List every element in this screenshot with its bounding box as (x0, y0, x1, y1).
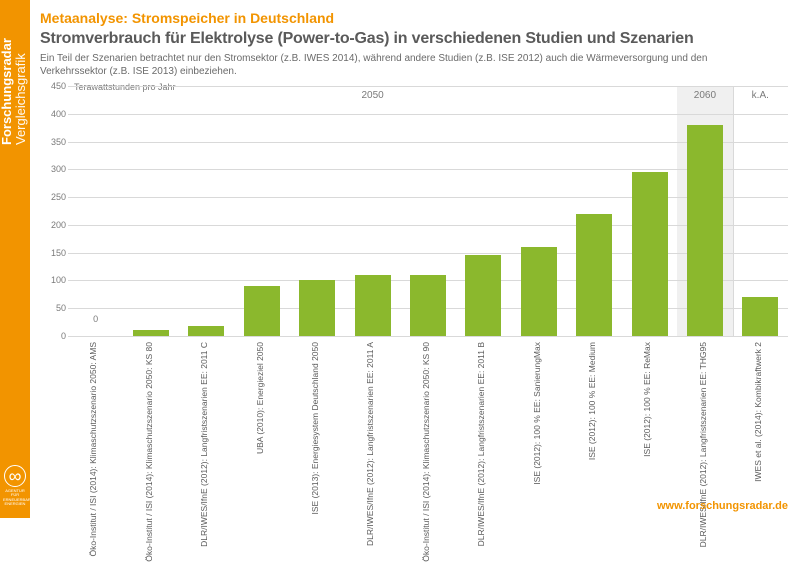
bar (632, 172, 668, 336)
bar (742, 297, 778, 336)
y-tick: 350 (38, 137, 66, 147)
agency-logo: ∞ AGENTUR FÜR ERNEUERBARE ENERGIEN (3, 465, 27, 506)
bar (188, 326, 224, 336)
y-tick: 300 (38, 164, 66, 174)
header-block: Metaanalyse: Stromspeicher in Deutschlan… (40, 10, 788, 78)
y-tick: 50 (38, 303, 66, 313)
y-tick: 250 (38, 192, 66, 202)
bar (687, 125, 723, 336)
y-tick: 450 (38, 81, 66, 91)
page-title: Stromverbrauch für Elektrolyse (Power-to… (40, 30, 788, 48)
bar (355, 275, 391, 336)
bar (521, 247, 557, 336)
y-tick: 150 (38, 248, 66, 258)
value-label: 0 (93, 314, 98, 324)
bar (299, 280, 335, 336)
bar (244, 286, 280, 336)
bar (410, 275, 446, 336)
y-tick: 0 (38, 331, 66, 341)
y-tick: 400 (38, 109, 66, 119)
meta-title: Metaanalyse: Stromspeicher in Deutschlan… (40, 10, 788, 26)
y-tick: 100 (38, 275, 66, 285)
sidebar-line2: Vergleichsgrafik (13, 53, 28, 145)
infinity-icon: ∞ (4, 465, 26, 487)
sidebar: Forschungsradar Vergleichsgrafik ∞ AGENT… (0, 0, 30, 518)
chart: Terawattstunden pro Jahr 20502060k.A.050… (40, 86, 788, 484)
description: Ein Teil der Szenarien betrachtet nur de… (40, 52, 770, 78)
footer-url: www.forschungsradar.de (657, 500, 788, 512)
y-tick: 200 (38, 220, 66, 230)
agency-name: AGENTUR FÜR ERNEUERBARE ENERGIEN (3, 489, 27, 506)
bar (576, 214, 612, 336)
bar (465, 255, 501, 336)
x-label: IWES et al. (2014): Kombikraftwerk 2 (753, 342, 800, 482)
sidebar-title: Forschungsradar Vergleichsgrafik (0, 0, 29, 145)
sidebar-line1: Forschungsradar (0, 38, 14, 145)
